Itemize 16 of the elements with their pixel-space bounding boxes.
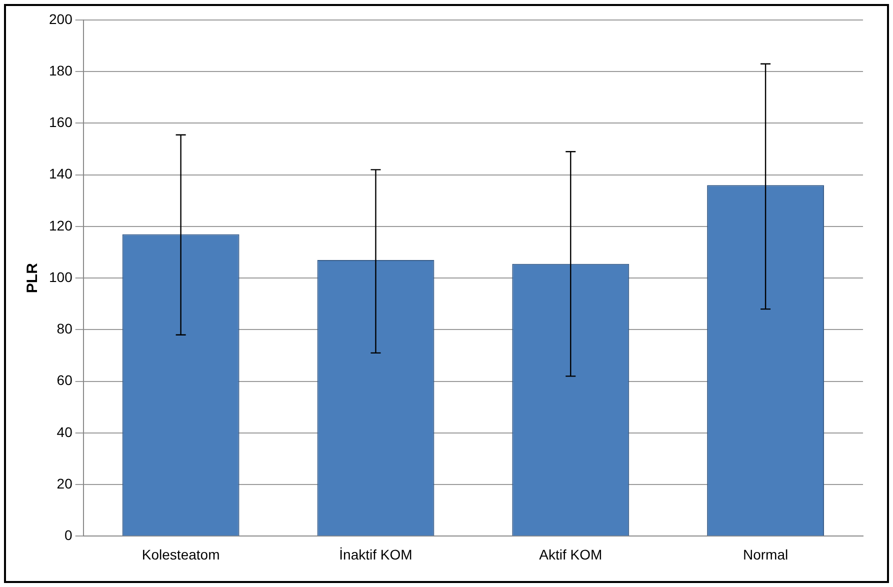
x-tick-label: İnaktif KOM <box>339 546 412 562</box>
x-tick-label: Normal <box>742 546 788 562</box>
x-tick-label: Aktif KOM <box>539 546 602 562</box>
y-tick-label: 80 <box>56 320 73 337</box>
y-tick-label: 60 <box>56 372 73 388</box>
y-tick-label: 180 <box>49 62 73 78</box>
y-tick-label: 40 <box>56 424 73 440</box>
y-axis-title: PLR <box>24 262 42 294</box>
x-tick-label: Kolesteatom <box>142 546 220 562</box>
y-tick-label: 200 <box>49 10 73 27</box>
y-tick-label: 20 <box>56 475 73 492</box>
y-tick-label: 160 <box>49 114 73 130</box>
y-tick-label: 100 <box>49 268 73 285</box>
y-tick-label: 140 <box>49 166 73 182</box>
y-tick-label: 0 <box>64 527 73 544</box>
y-tick-label: 120 <box>49 217 73 234</box>
